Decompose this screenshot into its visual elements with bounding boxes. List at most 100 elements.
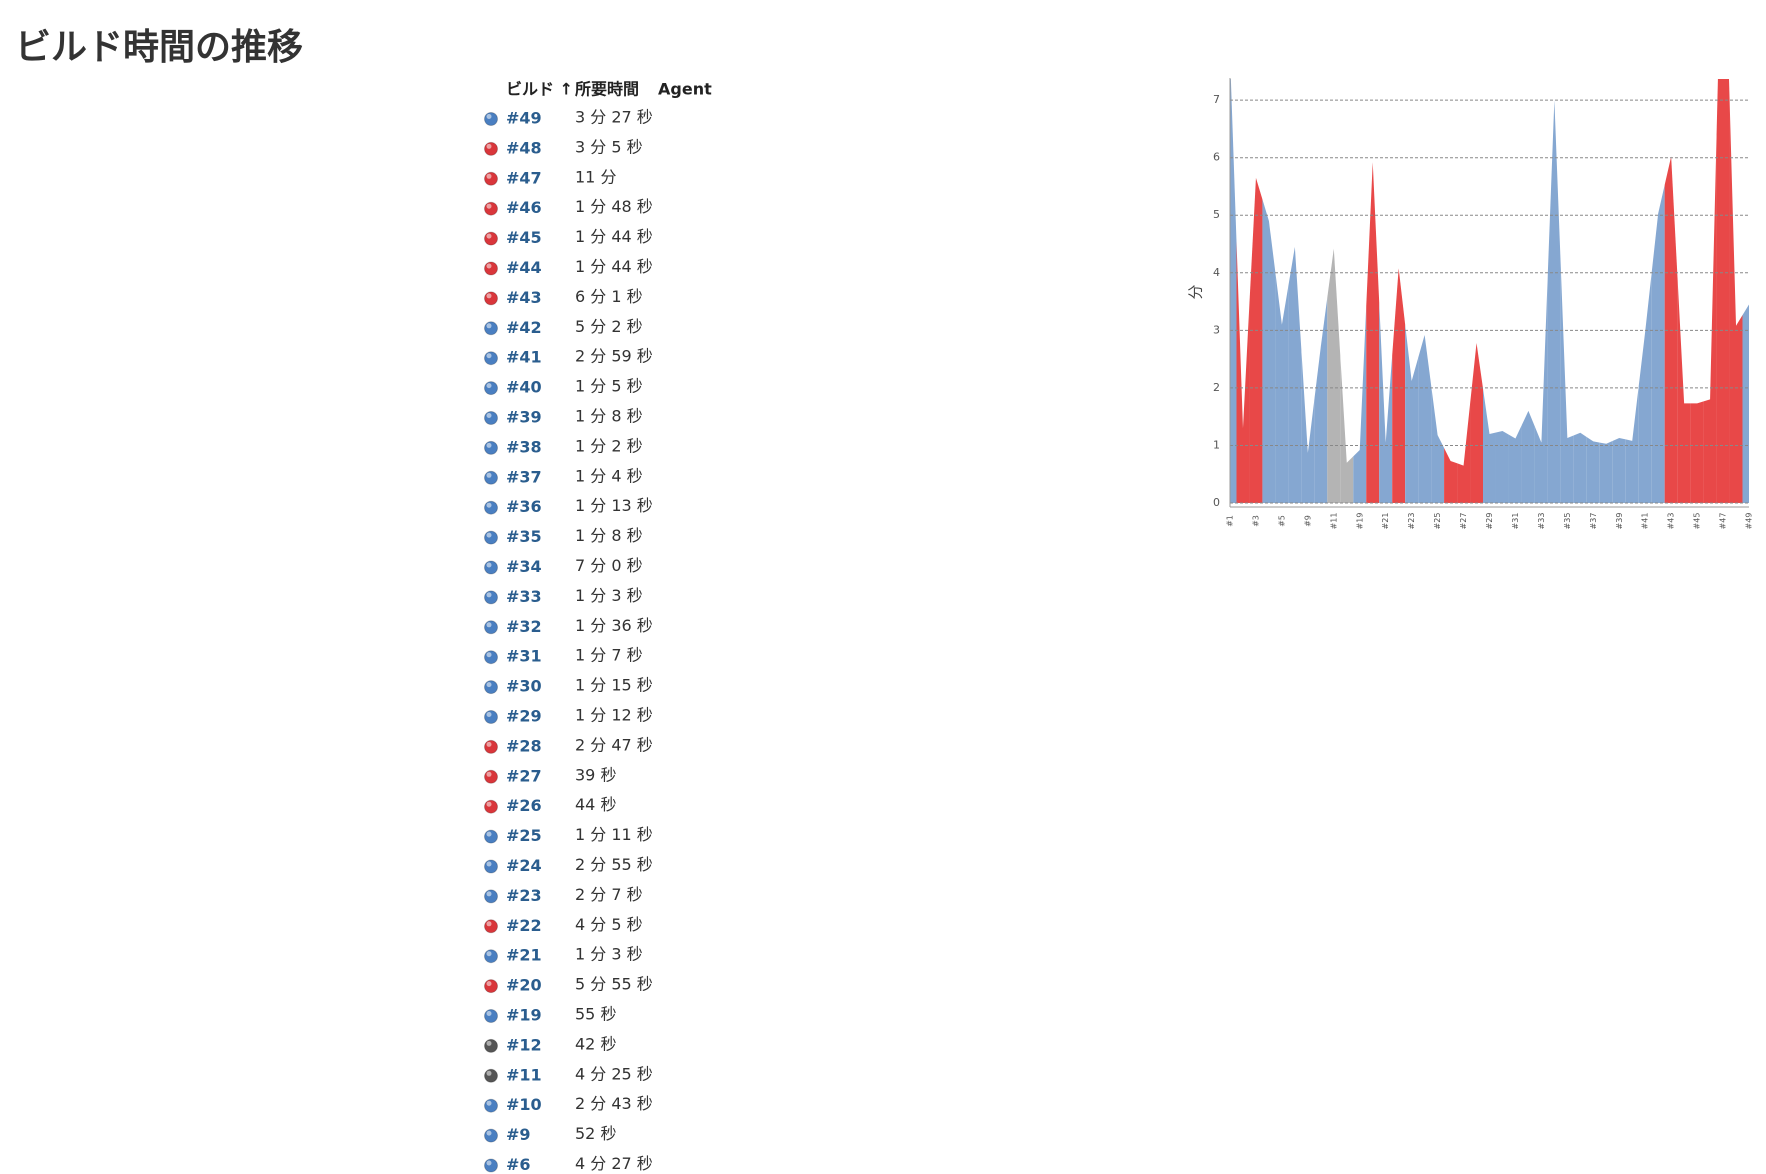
x-tick-label: #29 bbox=[1485, 513, 1494, 530]
page-title: ビルド時間の推移 bbox=[15, 27, 304, 68]
ball-shine bbox=[486, 1040, 492, 1046]
build-duration: 1 分 48 秒 bbox=[575, 197, 653, 216]
build-link[interactable]: #19 bbox=[506, 1006, 542, 1025]
build-link[interactable]: #36 bbox=[506, 497, 542, 516]
build-link[interactable]: #6 bbox=[506, 1155, 531, 1174]
ball-shine bbox=[486, 233, 492, 239]
build-link[interactable]: #27 bbox=[506, 766, 542, 785]
build-link[interactable]: #31 bbox=[506, 647, 542, 666]
ball-shine bbox=[486, 921, 492, 927]
build-link[interactable]: #43 bbox=[506, 288, 542, 307]
build-link[interactable]: #49 bbox=[506, 109, 542, 128]
x-tick-label: #37 bbox=[1589, 513, 1598, 530]
ball-shine bbox=[486, 801, 492, 807]
build-link[interactable]: #34 bbox=[506, 557, 542, 576]
build-link[interactable]: #20 bbox=[506, 976, 542, 995]
area-segment bbox=[1716, 79, 1730, 503]
status-ball bbox=[484, 1068, 498, 1083]
build-link[interactable]: #28 bbox=[506, 736, 542, 755]
build-duration: 1 分 4 秒 bbox=[575, 466, 643, 485]
build-duration: 42 秒 bbox=[575, 1034, 616, 1053]
area-segment bbox=[1340, 355, 1354, 503]
status-ball bbox=[484, 919, 498, 934]
area-segment bbox=[1314, 297, 1328, 503]
area-segment bbox=[1586, 437, 1600, 503]
area-segment bbox=[1560, 269, 1574, 503]
build-link[interactable]: #11 bbox=[506, 1065, 542, 1084]
build-link[interactable]: #25 bbox=[506, 826, 542, 845]
x-tick-label: #47 bbox=[1719, 513, 1728, 530]
status-ball bbox=[484, 321, 498, 336]
ball-shine bbox=[486, 203, 492, 209]
build-link[interactable]: #35 bbox=[506, 527, 542, 546]
build-link[interactable]: #39 bbox=[506, 408, 542, 427]
area-segment bbox=[1379, 302, 1393, 503]
build-link[interactable]: #22 bbox=[506, 916, 542, 935]
x-tick-label: #5 bbox=[1277, 515, 1286, 527]
ball-shine bbox=[486, 413, 492, 418]
y-axis-label: 分 bbox=[1187, 284, 1205, 299]
build-duration: 39 秒 bbox=[575, 765, 616, 784]
build-link[interactable]: #9 bbox=[506, 1125, 531, 1144]
ball-shine bbox=[486, 652, 492, 658]
ball-shine bbox=[486, 1100, 492, 1106]
build-link[interactable]: #44 bbox=[506, 258, 542, 277]
area-segment bbox=[1301, 349, 1315, 503]
build-link[interactable]: #26 bbox=[506, 796, 542, 815]
area-segment bbox=[1327, 248, 1341, 503]
build-link[interactable]: #47 bbox=[506, 168, 542, 187]
area-segment bbox=[1236, 241, 1250, 503]
build-duration: 2 分 47 秒 bbox=[575, 735, 653, 754]
status-ball bbox=[484, 500, 498, 515]
y-tick-label: 5 bbox=[1213, 208, 1220, 221]
build-duration: 44 秒 bbox=[575, 795, 616, 814]
build-link[interactable]: #23 bbox=[506, 886, 542, 905]
area-segment bbox=[1599, 440, 1613, 503]
area-segment bbox=[1547, 100, 1561, 504]
build-link[interactable]: #46 bbox=[506, 198, 542, 217]
build-duration: 2 分 43 秒 bbox=[575, 1094, 653, 1113]
area-segment bbox=[1457, 404, 1471, 503]
build-link[interactable]: #29 bbox=[506, 707, 542, 726]
build-link[interactable]: #24 bbox=[506, 856, 542, 875]
build-duration: 11 分 bbox=[575, 167, 616, 186]
build-link[interactable]: #21 bbox=[506, 946, 542, 965]
ball-shine bbox=[486, 472, 492, 478]
ball-shine bbox=[486, 562, 492, 568]
build-duration: 3 分 5 秒 bbox=[575, 137, 643, 156]
x-tick-label: #21 bbox=[1381, 513, 1390, 530]
build-duration: 1 分 3 秒 bbox=[575, 945, 643, 964]
build-link[interactable]: #37 bbox=[506, 467, 542, 486]
build-link[interactable]: #41 bbox=[506, 348, 542, 367]
status-ball bbox=[484, 1038, 498, 1053]
build-duration: 1 分 15 秒 bbox=[575, 676, 653, 695]
build-duration: 1 分 12 秒 bbox=[575, 706, 653, 725]
ball-shine bbox=[486, 293, 492, 299]
build-duration: 7 分 0 秒 bbox=[575, 556, 643, 575]
x-tick-label: #11 bbox=[1329, 513, 1338, 530]
build-link[interactable]: #48 bbox=[506, 138, 542, 157]
area-segment bbox=[1664, 156, 1678, 504]
build-link[interactable]: #33 bbox=[506, 587, 542, 606]
build-link[interactable]: #40 bbox=[506, 378, 542, 397]
status-ball bbox=[484, 979, 498, 994]
build-link[interactable]: #10 bbox=[506, 1095, 542, 1114]
ball-shine bbox=[486, 981, 492, 987]
build-link[interactable]: #42 bbox=[506, 318, 542, 337]
ball-shine bbox=[486, 1130, 492, 1136]
status-ball bbox=[484, 1128, 498, 1143]
x-tick-label: #43 bbox=[1667, 513, 1676, 530]
build-link[interactable]: #45 bbox=[506, 228, 542, 247]
area-segment bbox=[1703, 134, 1717, 503]
status-ball bbox=[484, 680, 498, 695]
ball-shine bbox=[486, 861, 492, 867]
ball-shine bbox=[486, 353, 492, 359]
build-link[interactable]: #32 bbox=[506, 617, 542, 636]
build-link[interactable]: #30 bbox=[506, 677, 542, 696]
area-segment bbox=[1521, 410, 1535, 503]
build-link[interactable]: #38 bbox=[506, 437, 542, 456]
status-ball bbox=[484, 560, 498, 575]
build-link[interactable]: #12 bbox=[506, 1035, 542, 1054]
status-ball bbox=[484, 1098, 498, 1113]
